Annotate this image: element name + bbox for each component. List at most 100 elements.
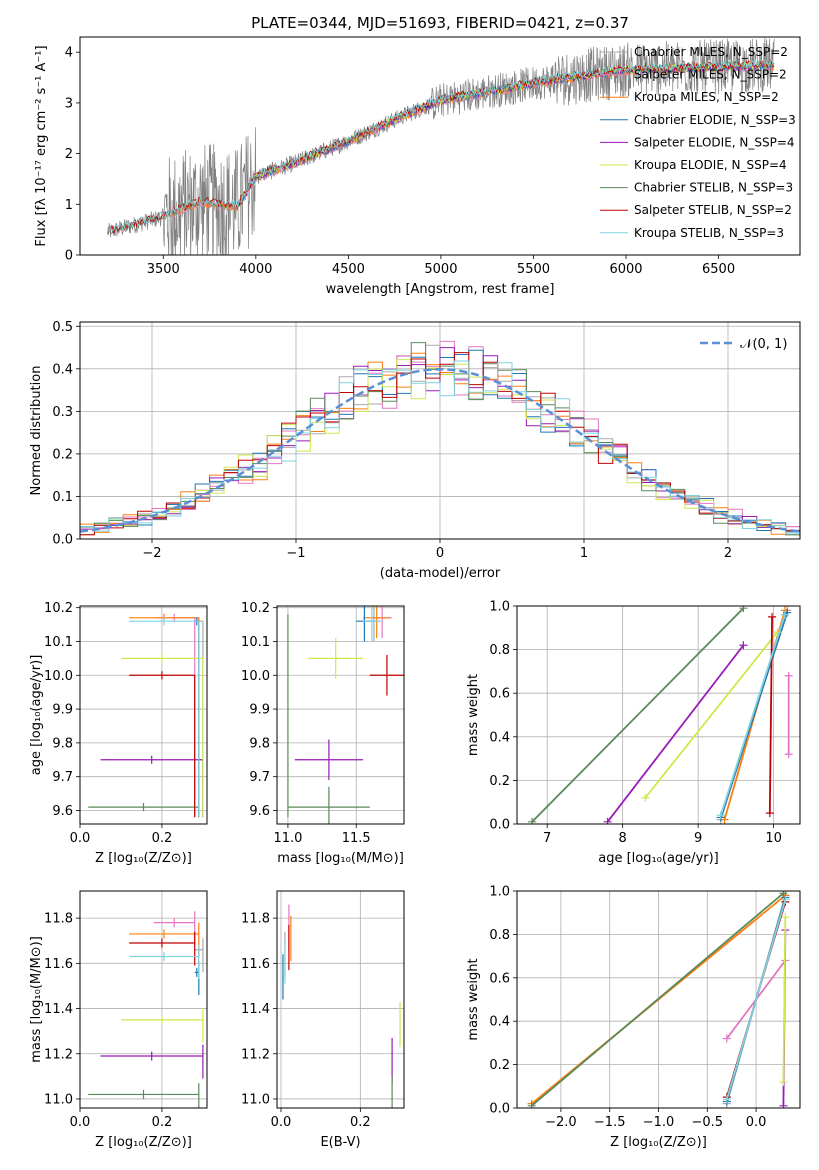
- weight-point-kroupa_stelib: [722, 1095, 731, 1104]
- y-tick-label: 10.1: [44, 635, 73, 650]
- y-tick-label: 0.2: [489, 1058, 510, 1073]
- x-tick-label: 2: [724, 546, 732, 561]
- plot-area-age-vs-mass: [277, 606, 404, 824]
- x-tick-label: 6000: [609, 262, 642, 277]
- y-axis-residuals: 0.0 0.1 0.2 0.3 0.4 0.5: [52, 320, 80, 548]
- y-axis-spectrum: 0 1 2 3 4: [65, 46, 80, 264]
- weight-point-salpeter_miles: [784, 671, 793, 680]
- y-axis-weight-vs-age: 0.0 0.2 0.4 0.6 0.8 1.0: [489, 600, 517, 833]
- panel-weight-vs-age: 7 8 9 10 0.0 0.2 0.4 0.6 0.8 1.0 age [log₁₀(age/yr…: [466, 600, 801, 866]
- legend-entry-salpeter_stelib: Salpeter STELIB, N_SSP=2: [634, 203, 792, 217]
- x-axis-age-vs-Z: 0.0 0.2: [70, 824, 172, 846]
- y-tick-label: 10.2: [241, 601, 270, 616]
- plot-area-mass-vs-ebv: [277, 891, 404, 1108]
- panel-mass-vs-ebv: 0.0 0.2 11.0 11.2 11.4 11.6 11.8 E(B-V): [241, 890, 405, 1150]
- y-tick-label: 0.0: [489, 818, 510, 833]
- y-axis-label: Normed distribution: [29, 366, 44, 496]
- axes-frame: [79, 605, 208, 825]
- weight-line-kroupa_elodie: [782, 917, 787, 1082]
- weight-point-chabrier_stelib: [528, 817, 537, 824]
- legend-entry-salpeter_miles: Salpeter MILES, N_SSP=2: [634, 68, 787, 82]
- x-tick-label: 0.0: [70, 1115, 91, 1130]
- plot-area-weight-vs-Z: [517, 891, 800, 1108]
- x-tick-label: 0.2: [350, 1115, 371, 1130]
- legend-entry-chabrier_miles: Chabrier MILES, N_SSP=2: [634, 45, 788, 59]
- figure-title: PLATE=0344, MJD=51693, FIBERID=0421, z=0…: [251, 14, 629, 32]
- x-tick-label: 4500: [332, 262, 365, 277]
- weight-point-kroupa_stelib: [780, 610, 789, 619]
- x-axis-spectrum: 3500 4000 4500 5000 5500 6000 6500: [147, 255, 735, 277]
- y-tick-label: 0.4: [489, 730, 510, 745]
- weight-line-salpeter_stelib: [768, 616, 773, 814]
- y-axis-label: Flux [fλ 10⁻¹⁷ erg cm⁻² s⁻¹ A⁻¹]: [34, 45, 49, 246]
- legend-entry-salpeter_elodie: Salpeter ELODIE, N_SSP=4: [634, 135, 795, 149]
- y-axis-mass-vs-ebv: 11.0 11.2 11.4 11.6 11.8: [241, 912, 277, 1107]
- y-tick-label: 0.8: [489, 643, 510, 658]
- y-tick-label: 9.8: [249, 736, 270, 751]
- y-tick-label: 1.0: [489, 600, 510, 615]
- x-axis-label: (data-model)/error: [380, 566, 501, 581]
- panel-weight-vs-Z: −2.0 −1.5 −1.0 −0.5 0.0 0.0 0.2 0.4 0.6 0.8 1.0 Z […: [466, 885, 801, 1150]
- x-tick-label: −1.5: [594, 1115, 626, 1130]
- weight-point-salpeter_miles: [722, 1034, 731, 1043]
- y-axis-age-vs-Z: 9.6 9.7 9.8 9.9 10.0 10.1 10.2: [44, 601, 80, 819]
- y-tick-label: 0.2: [52, 447, 73, 462]
- y-tick-label: 11.0: [44, 1092, 73, 1107]
- x-tick-label: 0.2: [152, 1115, 173, 1130]
- weight-point-chabrier_stelib: [739, 606, 748, 613]
- y-tick-label: 1: [65, 198, 73, 213]
- y-tick-label: 9.6: [249, 804, 270, 819]
- axes-frame: [516, 605, 801, 825]
- y-axis-label: mass weight: [466, 958, 481, 1040]
- x-tick-label: 0: [436, 546, 444, 561]
- x-tick-label: −1.0: [643, 1115, 675, 1130]
- y-tick-label: 11.4: [44, 1002, 73, 1017]
- model-line-kroupa_stelib: [107, 58, 775, 233]
- y-tick-label: 9.9: [249, 703, 270, 718]
- legend-entry-kroupa_miles: Kroupa MILES, N_SSP=2: [634, 90, 779, 104]
- y-tick-label: 9.7: [52, 770, 73, 785]
- y-tick-label: 0.6: [489, 687, 510, 702]
- x-axis-weight-vs-Z: −2.0 −1.5 −1.0 −0.5 0.0: [545, 1108, 766, 1130]
- histogram-salpeter_stelib: [80, 352, 800, 536]
- weight-line-kroupa_stelib: [725, 899, 787, 1100]
- weight-point-salpeter_stelib: [765, 809, 774, 818]
- x-axis-mass-vs-ebv: 0.0 0.2: [271, 1108, 371, 1130]
- x-axis-label: Z [log₁₀(Z/Z⊙)]: [610, 1135, 707, 1150]
- x-tick-label: 5500: [517, 262, 550, 277]
- x-tick-label: −2: [142, 546, 161, 561]
- legend-entry-chabrier_stelib: Chabrier STELIB, N_SSP=3: [634, 181, 793, 195]
- x-tick-label: 3500: [147, 262, 180, 277]
- y-tick-label: 9.8: [52, 736, 73, 751]
- x-axis-label: Z [log₁₀(Z/Z⊙)]: [95, 1135, 192, 1150]
- y-axis-label: mass [log₁₀(M/M⊙)]: [29, 936, 44, 1063]
- y-tick-label: 10.0: [44, 669, 73, 684]
- y-tick-label: 10.1: [241, 635, 270, 650]
- axes-frame: [79, 321, 801, 540]
- y-tick-label: 0.6: [489, 971, 510, 986]
- y-tick-label: 9.6: [52, 804, 73, 819]
- x-tick-label: −0.5: [692, 1115, 724, 1130]
- axes-frame: [516, 890, 801, 1109]
- panel-age-vs-mass: 11.0 11.5 9.6 9.7 9.8 9.9 10.0 10.1 10.2 mass [lo…: [241, 601, 405, 866]
- y-tick-label: 0.5: [52, 320, 73, 335]
- residuals-legend: 𝒩(0, 1): [700, 337, 787, 352]
- y-tick-label: 10.2: [44, 601, 73, 616]
- weight-point-kroupa_stelib: [716, 811, 725, 820]
- y-tick-label: 0.2: [489, 774, 510, 789]
- panel-spectrum: 3500 4000 4500 5000 5500 6000 6500 0 1 2 3 4 wavelen…: [34, 36, 801, 297]
- y-tick-label: 11.8: [44, 912, 73, 927]
- weight-line-chabrier_stelib: [531, 607, 745, 823]
- axes-frame: [79, 890, 208, 1109]
- x-axis-age-vs-mass: 11.0 11.5: [273, 824, 371, 846]
- y-tick-label: 11.2: [44, 1047, 73, 1062]
- plot-area-weight-vs-age: [517, 606, 800, 824]
- y-tick-label: 11.2: [241, 1047, 270, 1062]
- x-axis-residuals: −2 −1 0 1 2: [142, 539, 732, 561]
- y-tick-label: 9.7: [249, 770, 270, 785]
- x-tick-label: 0.0: [271, 1115, 292, 1130]
- plot-area-mass-vs-Z: [80, 891, 207, 1108]
- x-axis-label: age [log₁₀(age/yr)]: [598, 851, 719, 866]
- y-tick-label: 11.6: [241, 957, 270, 972]
- weight-line-kroupa_elodie: [644, 631, 779, 799]
